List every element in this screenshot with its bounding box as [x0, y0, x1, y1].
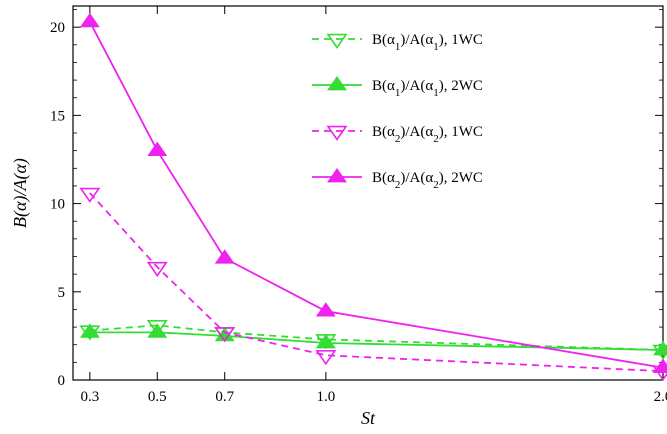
y-tick-label-0: 0 — [58, 373, 66, 389]
series-line-1 — [89, 331, 664, 351]
series-layer — [79, 12, 667, 382]
x-tick-label-4: 2.0 — [654, 389, 667, 405]
data-point-1-4 — [653, 341, 667, 356]
plot-frame — [72, 5, 664, 381]
legend-marker-1 — [327, 76, 347, 91]
legend-item-1: B(α1)/A(α1), 2WC — [312, 76, 483, 99]
legend: B(α1)/A(α1), 1WC B(α1)/A(α1), 2WC B(α2)/A(… — [312, 32, 483, 191]
data-point-2-3 — [315, 350, 337, 366]
data-point-1-3 — [315, 333, 336, 349]
data-point-2-2 — [214, 327, 236, 343]
legend-marker-3 — [327, 168, 347, 183]
legend-marker-2 — [326, 125, 348, 141]
y-tick-label-4: 20 — [50, 20, 65, 36]
data-point-3-1 — [147, 141, 168, 157]
y-tick-label-2: 10 — [50, 197, 65, 213]
legend-label-0: B(α1)/A(α1), 1WC — [372, 32, 483, 53]
x-tick-label-2: 0.7 — [215, 389, 234, 405]
legend-item-2: B(α2)/A(α2), 1WC — [312, 124, 483, 145]
legend-label-3: B(α2)/A(α2), 2WC — [372, 170, 483, 191]
legend-label-2: B(α2)/A(α2), 1WC — [372, 124, 483, 145]
data-point-3-2 — [214, 249, 235, 264]
x-axis-title: St — [361, 408, 376, 428]
series-2 — [79, 187, 667, 382]
data-point-3-0 — [79, 12, 100, 28]
legend-item-3: B(α2)/A(α2), 2WC — [312, 168, 483, 191]
data-point-2-0 — [79, 187, 101, 203]
y-tick-label-1: 5 — [58, 285, 66, 301]
data-point-2-1 — [146, 261, 168, 278]
data-point-3-3 — [315, 302, 336, 317]
series-line-0 — [89, 324, 664, 351]
series-3 — [79, 12, 667, 374]
legend-item-0: B(α1)/A(α1), 1WC — [312, 32, 483, 53]
axis-ticks: 0.3 0.5 0.7 1.0 2.0 0 5 10 15 20 — [50, 6, 667, 405]
x-tick-label-0: 0.3 — [80, 389, 99, 405]
legend-marker-0 — [326, 33, 348, 49]
series-1 — [79, 323, 667, 356]
data-point-1-1 — [147, 323, 168, 338]
data-point-1-0 — [79, 323, 100, 338]
data-point-0-1 — [146, 320, 168, 336]
x-tick-label-1: 0.5 — [148, 389, 167, 405]
y-tick-label-3: 15 — [50, 108, 65, 124]
series-line-3 — [89, 21, 664, 369]
data-point-3-4 — [653, 358, 667, 374]
x-tick-label-3: 1.0 — [316, 389, 335, 405]
series-line-2 — [89, 192, 664, 373]
legend-label-1: B(α1)/A(α1), 2WC — [372, 78, 483, 99]
y-axis-title: B(α)/A(α) — [10, 158, 31, 228]
